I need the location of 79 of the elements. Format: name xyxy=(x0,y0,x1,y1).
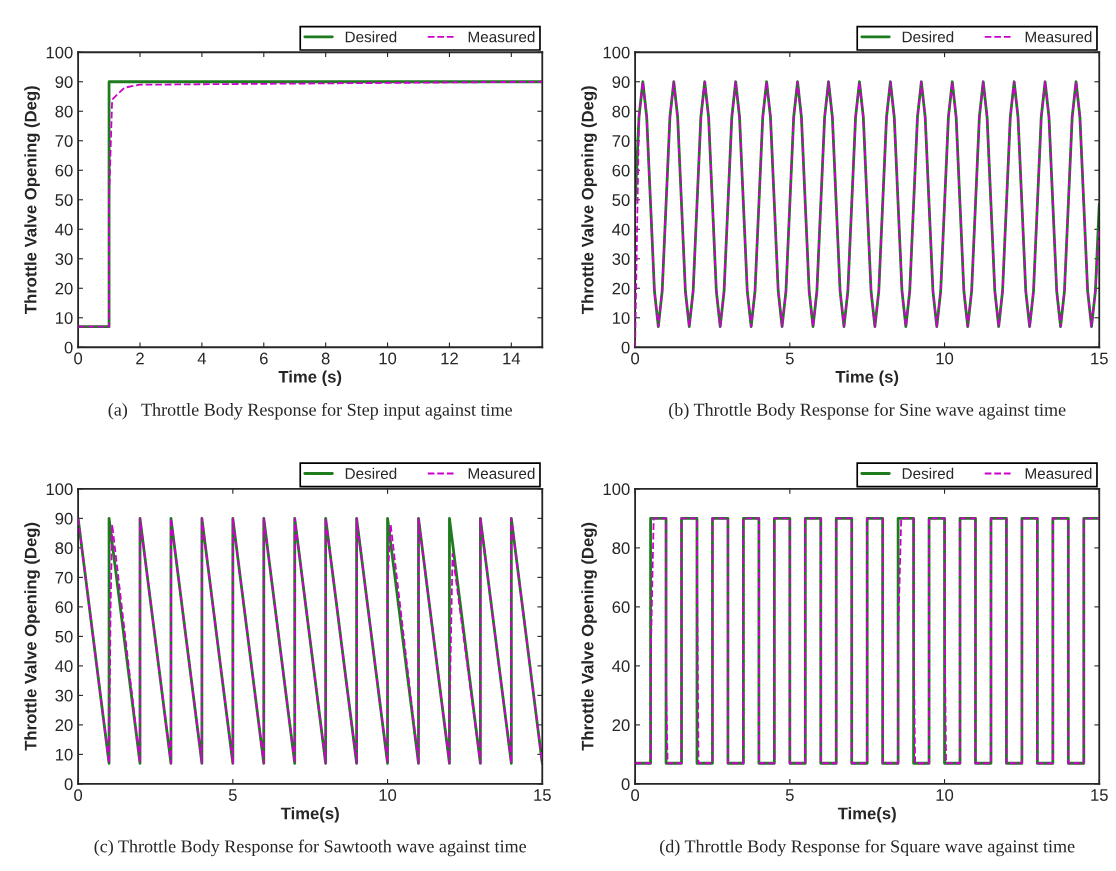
y-tick-label: 10 xyxy=(612,312,630,324)
x-tick-label: 5 xyxy=(785,352,794,365)
y-tick-label: 50 xyxy=(55,194,73,206)
text: (c) Throttle Body Response for Sawtooth wave against time xyxy=(94,839,527,857)
y-tick-label: 70 xyxy=(55,135,73,147)
y-tick-label: 20 xyxy=(612,282,630,295)
x-tick-label: 14 xyxy=(503,352,521,365)
y-tick-label: 70 xyxy=(55,571,73,584)
y-tick-label: 100 xyxy=(46,483,73,496)
y-tick-label: 90 xyxy=(55,76,73,88)
y-tick-label: 80 xyxy=(55,542,73,555)
y-tick-label: 10 xyxy=(55,748,73,761)
x-tick-label: 8 xyxy=(321,352,330,365)
x-tick-label: 5 xyxy=(228,789,237,801)
legend-label: Measured xyxy=(468,467,535,479)
x-tick-label: 15 xyxy=(1091,352,1108,365)
x-tick-label: 5 xyxy=(785,789,794,801)
x-tick-label: 4 xyxy=(197,352,207,365)
x-tick-label: 15 xyxy=(1091,789,1108,801)
text: (b) Throttle Body Response for Sine wave against time xyxy=(669,402,1066,420)
y-tick-label: 50 xyxy=(612,194,630,206)
y-tick-label: 60 xyxy=(55,601,73,614)
y-tick-label: 40 xyxy=(55,660,73,673)
y-tick-label: 40 xyxy=(612,660,630,673)
y-tick-label: 0 xyxy=(621,341,630,354)
x-tick-label: 12 xyxy=(441,352,458,365)
x-axis-title: Time(s) xyxy=(280,807,339,823)
y-tick-label: 0 xyxy=(64,778,73,791)
legend-label: Measured xyxy=(1025,31,1092,43)
y-tick-label: 50 xyxy=(55,630,73,643)
y-axis-title: Throttle Valve Opening (Deg) xyxy=(581,86,597,314)
y-tick-label: 0 xyxy=(64,341,73,354)
legend-label: Desired xyxy=(902,31,954,43)
y-tick-label: 70 xyxy=(612,135,630,147)
y-axis-title: Throttle Valve Opening (Deg) xyxy=(581,522,597,751)
x-tick-label: 10 xyxy=(379,352,397,365)
y-tick-label: 60 xyxy=(55,164,73,177)
x-axis-title: Time (s) xyxy=(278,370,342,386)
y-tick-label: 60 xyxy=(612,601,630,614)
legend-label: Desired xyxy=(345,467,397,479)
y-tick-label: 100 xyxy=(603,46,630,59)
y-tick-label: 90 xyxy=(612,76,630,88)
text: (d) Throttle Body Response for Square wave against time xyxy=(660,839,1075,857)
y-tick-label: 80 xyxy=(612,105,630,118)
legend-label: Measured xyxy=(1025,467,1092,479)
y-tick-label: 20 xyxy=(55,282,73,295)
y-axis-title: Throttle Valve Opening (Deg) xyxy=(24,86,40,314)
x-tick-label: 0 xyxy=(74,789,83,801)
x-tick-label: 10 xyxy=(936,352,954,365)
legend-label: Measured xyxy=(468,31,535,43)
x-tick-label: 0 xyxy=(74,352,83,365)
x-tick-label: 15 xyxy=(534,789,551,801)
y-tick-label: 100 xyxy=(603,483,630,496)
y-tick-label: 0 xyxy=(621,778,630,791)
y-tick-label: 40 xyxy=(612,223,630,236)
y-tick-label: 80 xyxy=(55,105,73,118)
y-tick-label: 30 xyxy=(612,253,630,265)
text: (a) Throttle Body Response for Step input against time xyxy=(108,402,512,420)
y-tick-label: 60 xyxy=(612,164,630,177)
x-tick-label: 10 xyxy=(936,789,954,801)
y-tick-label: 20 xyxy=(55,719,73,732)
x-tick-label: 0 xyxy=(631,352,640,365)
x-tick-label: 2 xyxy=(136,352,144,365)
legend-label: Desired xyxy=(902,467,954,479)
y-tick-label: 20 xyxy=(612,719,630,732)
y-tick-label: 100 xyxy=(46,46,73,59)
legend-label: Desired xyxy=(345,31,397,43)
y-tick-label: 30 xyxy=(55,689,73,702)
x-axis-title: Time(s) xyxy=(837,807,896,823)
y-tick-label: 40 xyxy=(55,223,73,236)
x-tick-label: 6 xyxy=(259,352,268,365)
x-tick-label: 0 xyxy=(631,789,640,801)
y-tick-label: 90 xyxy=(55,512,73,525)
y-tick-label: 80 xyxy=(612,542,630,555)
y-tick-label: 10 xyxy=(55,312,73,324)
x-tick-label: 10 xyxy=(379,789,397,801)
y-tick-label: 30 xyxy=(55,253,73,265)
x-axis-title: Time (s) xyxy=(835,370,899,386)
y-axis-title: Throttle Valve Opening (Deg) xyxy=(24,522,40,751)
